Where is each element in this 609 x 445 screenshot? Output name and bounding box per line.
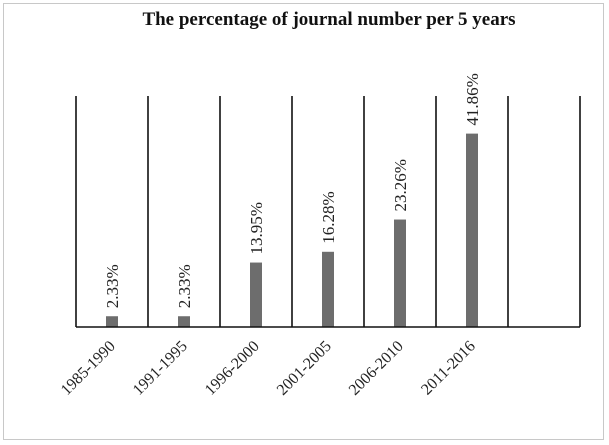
x-tick-label: 1996-2000	[202, 338, 263, 399]
bar	[322, 251, 334, 327]
x-tick-label: 2001-2005	[274, 338, 335, 399]
data-label: 16.28%	[319, 191, 338, 243]
bars	[106, 133, 478, 327]
x-tick-labels: 1985-1990 1991-1995 1996-2000 2001-2005 2006…	[58, 338, 479, 399]
data-label: 2.33%	[175, 264, 194, 308]
x-tick-label: 2006-2010	[346, 338, 407, 399]
data-label: 41.86%	[463, 73, 482, 125]
bar	[178, 316, 190, 327]
bar	[394, 219, 406, 327]
data-label: 2.33%	[103, 264, 122, 308]
bar	[466, 133, 478, 327]
bar	[106, 316, 118, 327]
chart-title: The percentage of journal number per 5 y…	[142, 9, 515, 30]
data-label: 23.26%	[391, 159, 410, 211]
data-label: 13.95%	[247, 202, 266, 254]
chart-frame	[3, 3, 604, 440]
x-tick-label: 1991-1995	[130, 338, 191, 399]
bar	[250, 262, 262, 327]
x-tick-label: 2011-2016	[418, 338, 479, 399]
x-tick-label: 1985-1990	[58, 338, 119, 399]
category-gridlines	[75, 96, 581, 327]
data-labels: 2.33% 2.33% 13.95% 16.28% 23.26% 41.86%	[103, 73, 482, 308]
